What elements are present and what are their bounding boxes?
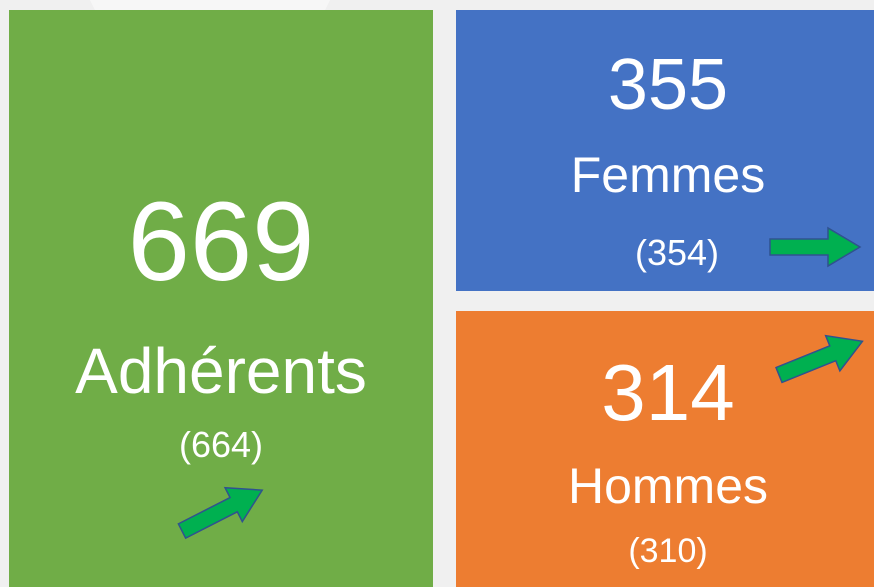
tile-label: Femmes [571, 147, 765, 203]
tile-femmes: 355 Femmes (354) [456, 10, 874, 291]
tile-value: 314 [601, 348, 734, 437]
tile-label: Hommes [568, 458, 768, 514]
tile-hommes: 314 Hommes (310) [456, 311, 874, 587]
tile-value: 355 [608, 45, 728, 125]
tile-adherents: 669 Adhérents (664) [9, 10, 433, 587]
tile [9, 10, 433, 587]
tile-previous: (310) [628, 532, 707, 570]
tile-value: 669 [128, 179, 315, 304]
tile-previous: (354) [635, 232, 719, 273]
tile-label: Adhérents [75, 335, 367, 407]
tile-previous: (664) [179, 424, 263, 465]
